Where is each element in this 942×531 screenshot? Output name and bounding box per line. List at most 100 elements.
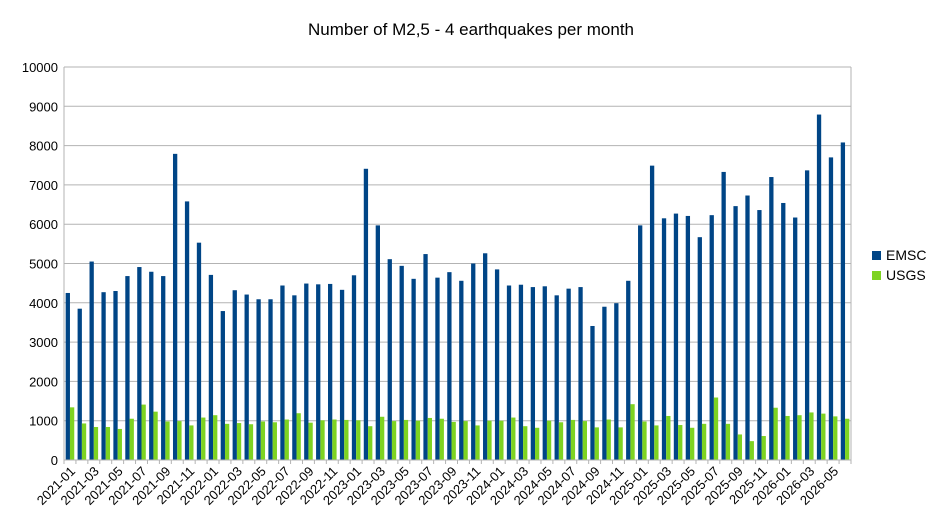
bar-usgs xyxy=(690,427,695,460)
y-tick-label: 5000 xyxy=(29,257,58,272)
bar-usgs xyxy=(463,421,468,460)
bar-usgs xyxy=(177,421,182,460)
bar-usgs xyxy=(833,416,838,460)
bar-usgs xyxy=(201,417,206,460)
axes xyxy=(63,67,852,464)
bar-emsc xyxy=(423,254,428,460)
bar-usgs xyxy=(260,421,266,460)
bar-usgs xyxy=(141,404,146,460)
legend-item-emsc: EMSC xyxy=(872,245,926,265)
bar-usgs xyxy=(284,419,289,460)
bar-emsc xyxy=(447,272,452,460)
bar-usgs xyxy=(809,412,814,460)
bar-usgs xyxy=(654,425,659,460)
bar-emsc xyxy=(518,284,524,460)
bar-usgs xyxy=(594,427,599,460)
bar-emsc xyxy=(232,290,237,460)
legend-swatch-emsc xyxy=(872,250,881,260)
bar-emsc xyxy=(804,170,810,460)
bar-usgs xyxy=(713,397,719,460)
bar-emsc xyxy=(614,303,619,460)
bar-usgs xyxy=(81,423,87,460)
bar-usgs xyxy=(117,428,122,460)
bar-usgs xyxy=(737,434,743,460)
bar-emsc xyxy=(184,201,190,460)
bar-usgs xyxy=(499,420,504,460)
legend-item-usgs: USGS xyxy=(872,265,926,285)
bar-usgs xyxy=(224,423,230,460)
y-tick-label: 3000 xyxy=(29,335,58,350)
y-tick-labels: 0 1000 2000 3000 4000 5000 6000 7000 8000 9000 100… xyxy=(22,60,58,468)
bar-emsc xyxy=(268,299,273,460)
bar-emsc xyxy=(828,157,834,460)
bar-usgs xyxy=(797,415,802,460)
bar-emsc xyxy=(721,171,726,460)
bar-usgs xyxy=(451,421,456,460)
bar-usgs xyxy=(761,436,766,460)
legend-swatch-usgs xyxy=(872,270,881,280)
gridlines xyxy=(64,66,851,461)
bar-emsc xyxy=(757,210,762,460)
bars xyxy=(65,114,850,461)
bar-emsc xyxy=(256,299,261,460)
bar-usgs xyxy=(618,427,623,460)
bar-usgs xyxy=(332,419,337,460)
bar-usgs xyxy=(153,411,158,460)
bar-emsc xyxy=(602,306,607,460)
bar-emsc xyxy=(411,278,416,460)
bar-usgs xyxy=(630,404,635,460)
bar-emsc xyxy=(661,218,667,460)
bar-usgs xyxy=(129,418,134,460)
bar-emsc xyxy=(77,308,82,460)
bar-emsc xyxy=(793,217,798,460)
bar-usgs xyxy=(308,422,313,460)
bar-emsc xyxy=(566,288,571,460)
bar-usgs xyxy=(427,417,432,460)
bar-usgs xyxy=(93,426,99,460)
bar-emsc xyxy=(101,292,106,460)
y-tick-label: 9000 xyxy=(29,99,58,114)
bar-emsc xyxy=(673,213,679,460)
bar-emsc xyxy=(125,276,130,460)
bar-usgs xyxy=(642,421,647,460)
legend-label-usgs: USGS xyxy=(886,267,926,283)
y-tick-label: 4000 xyxy=(29,296,58,311)
bar-emsc xyxy=(339,289,345,460)
bar-emsc xyxy=(399,265,404,460)
legend-label-emsc: EMSC xyxy=(886,247,927,263)
bar-emsc xyxy=(554,295,559,460)
bar-usgs xyxy=(535,427,540,460)
bar-emsc xyxy=(816,114,822,460)
bar-emsc xyxy=(89,261,94,460)
x-tick-labels: 2021-012021-032021-052021-072021-092021-… xyxy=(34,464,842,508)
bar-emsc xyxy=(494,269,500,460)
bar-emsc xyxy=(304,283,309,460)
bar-usgs xyxy=(773,407,778,460)
bar-usgs xyxy=(785,415,790,460)
legend: EMSC USGS xyxy=(872,245,926,285)
bar-usgs xyxy=(272,422,277,460)
bar-emsc xyxy=(316,284,321,460)
bar-usgs xyxy=(320,420,325,460)
bar-usgs xyxy=(582,421,587,460)
bar-usgs xyxy=(379,416,385,460)
bar-usgs xyxy=(845,418,850,460)
bar-emsc xyxy=(375,225,380,460)
bar-emsc xyxy=(137,267,142,460)
bar-emsc xyxy=(161,276,166,460)
bar-emsc xyxy=(685,215,691,460)
bar-emsc xyxy=(149,271,154,460)
bar-emsc xyxy=(649,165,655,460)
bar-usgs xyxy=(368,426,373,460)
bar-emsc xyxy=(638,225,643,460)
bar-usgs xyxy=(248,424,254,460)
bar-emsc xyxy=(733,206,738,460)
bar-emsc xyxy=(626,280,631,460)
y-tick-label: 6000 xyxy=(29,217,58,232)
bar-usgs xyxy=(678,425,683,460)
bar-emsc xyxy=(208,274,214,460)
bar-usgs xyxy=(213,415,218,460)
bar-usgs xyxy=(105,426,111,460)
bar-usgs xyxy=(511,417,516,460)
